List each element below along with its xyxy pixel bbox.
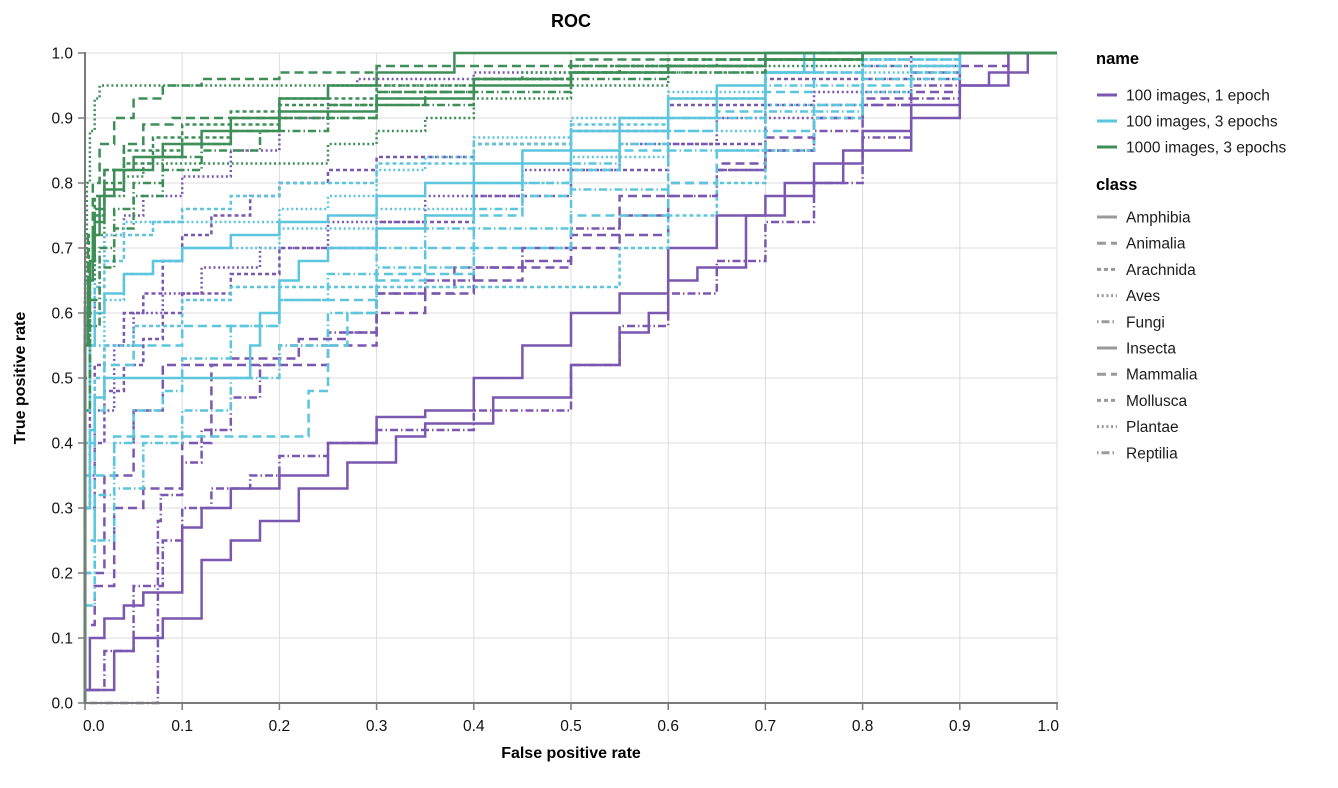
roc-curve [83, 51, 1057, 703]
legend-item: 100 images, 1 epoch [1097, 88, 1270, 105]
roc-curve [83, 51, 1057, 703]
x-tick-label: 0.3 [366, 718, 388, 735]
y-tick-label: 0.2 [51, 566, 73, 583]
x-tick-label: 0.4 [463, 718, 485, 735]
roc-curve [83, 51, 1057, 703]
legend-item: Arachnida [1097, 262, 1196, 279]
legend-label: Animalia [1126, 236, 1186, 253]
legend-class-items: Amphibia Animalia Arachnida Aves Fungi Insect… [1097, 210, 1198, 462]
legend: name 100 images, 1 epoch 100 images, 3 ep… [1096, 50, 1287, 462]
legend-name-title: name [1096, 50, 1139, 68]
roc-curve [83, 51, 1057, 703]
y-axis-title: True positive rate [12, 312, 29, 445]
legend-class-title: class [1096, 176, 1137, 194]
legend-label: 100 images, 1 epoch [1126, 88, 1270, 105]
legend-label: 1000 images, 3 epochs [1126, 140, 1287, 157]
roc-curve [83, 51, 1057, 703]
y-tick-label: 0.7 [51, 241, 73, 258]
roc-curve [83, 51, 1057, 703]
legend-label: Reptilia [1126, 445, 1178, 462]
x-tick-label: 0.9 [949, 718, 971, 735]
legend-label: Arachnida [1126, 262, 1196, 279]
y-tick-label: 0.3 [51, 501, 73, 518]
roc-curve [83, 51, 1057, 703]
roc-curve [83, 51, 1057, 703]
legend-item: Mammalia [1097, 367, 1198, 384]
x-tick-label: 0.0 [83, 718, 105, 735]
roc-curve [83, 51, 1057, 703]
y-tick-label: 0.0 [51, 696, 73, 713]
x-tick-label: 0.5 [560, 718, 582, 735]
y-tick-label: 0.5 [51, 371, 73, 388]
legend-label: Mammalia [1126, 367, 1198, 384]
legend-label: Mollusca [1126, 393, 1188, 410]
x-axis-title: False positive rate [501, 745, 641, 762]
roc-curve [83, 51, 1057, 703]
x-tick-label: 0.8 [852, 718, 874, 735]
legend-item: Insecta [1097, 341, 1176, 358]
roc-curve [83, 51, 1057, 703]
legend-label: Amphibia [1126, 210, 1191, 227]
roc-curves [83, 51, 1057, 705]
axes: 0.0 0.1 0.2 0.3 0.4 0.5 0.6 0.7 0.8 0.9 1.0 0.0 0.1 0… [51, 46, 1059, 736]
legend-label: Aves [1126, 288, 1160, 305]
roc-curve [83, 51, 1057, 703]
legend-item: Animalia [1097, 236, 1186, 253]
x-tick-label: 0.2 [269, 718, 291, 735]
legend-label: Fungi [1126, 314, 1165, 331]
y-tick-label: 0.4 [51, 436, 73, 453]
legend-item: Plantae [1097, 419, 1179, 436]
legend-item: Mollusca [1097, 393, 1188, 410]
legend-label: Insecta [1126, 341, 1176, 358]
x-tick-label: 0.6 [657, 718, 679, 735]
legend-item: 100 images, 3 epochs [1097, 114, 1278, 131]
legend-item: Amphibia [1097, 210, 1191, 227]
y-tick-label: 1.0 [51, 46, 73, 63]
legend-item: Fungi [1097, 314, 1165, 331]
roc-curve [83, 51, 1057, 703]
legend-label: Plantae [1126, 419, 1179, 436]
legend-item: Aves [1097, 288, 1160, 305]
y-tick-label: 0.8 [51, 176, 73, 193]
y-tick-label: 0.9 [51, 111, 73, 128]
legend-name-items: 100 images, 1 epoch 100 images, 3 epochs 1… [1097, 88, 1287, 157]
legend-item: 1000 images, 3 epochs [1097, 140, 1287, 157]
y-tick-label: 0.6 [51, 306, 73, 323]
legend-label: 100 images, 3 epochs [1126, 114, 1278, 131]
roc-curve [83, 51, 1057, 703]
legend-item: Reptilia [1097, 445, 1178, 462]
chart-title: ROC [551, 11, 591, 31]
x-tick-label: 0.7 [755, 718, 777, 735]
x-tick-label: 0.1 [171, 718, 193, 735]
x-tick-label: 1.0 [1037, 718, 1059, 735]
y-tick-label: 0.1 [51, 631, 73, 648]
